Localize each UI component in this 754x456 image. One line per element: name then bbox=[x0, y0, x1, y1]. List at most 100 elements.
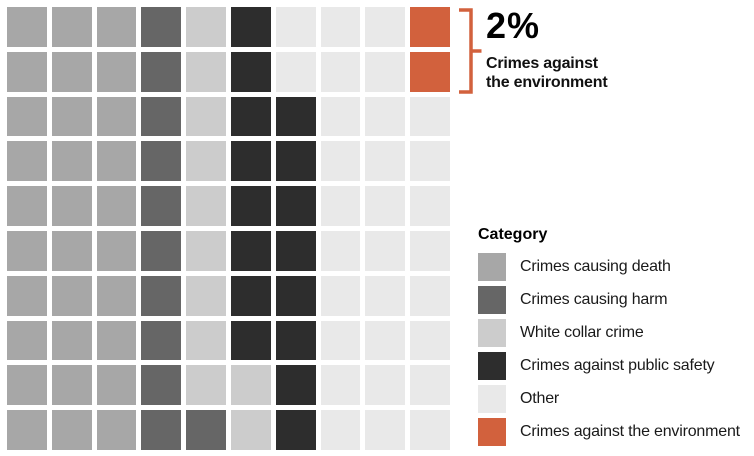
waffle-cell bbox=[51, 96, 92, 137]
waffle-cell bbox=[7, 51, 47, 92]
waffle-cell bbox=[51, 141, 92, 182]
waffle-cell bbox=[320, 320, 361, 361]
waffle-cell bbox=[7, 230, 47, 271]
waffle-cell bbox=[186, 410, 226, 450]
waffle-cell bbox=[186, 230, 226, 271]
waffle-cell bbox=[141, 320, 182, 361]
waffle-cell bbox=[186, 141, 226, 182]
legend-label: Crimes against public safety bbox=[520, 357, 715, 374]
legend-item: Other bbox=[478, 385, 740, 413]
legend-label: Crimes against the environment bbox=[520, 423, 740, 440]
waffle-cell bbox=[7, 7, 47, 47]
waffle-cell bbox=[410, 96, 450, 137]
waffle-cell bbox=[230, 7, 271, 47]
waffle-cell bbox=[96, 141, 137, 182]
annotation-bracket-path bbox=[459, 8, 473, 94]
waffle-grid bbox=[7, 7, 450, 450]
waffle-cell bbox=[320, 51, 361, 92]
legend-swatch bbox=[478, 286, 506, 314]
legend-swatch bbox=[478, 385, 506, 413]
waffle-cell bbox=[7, 141, 47, 182]
legend-title: Category bbox=[478, 226, 548, 243]
waffle-cell bbox=[96, 51, 137, 92]
waffle-cell bbox=[141, 410, 182, 450]
waffle-cell bbox=[275, 275, 316, 316]
legend-label: White collar crime bbox=[520, 324, 644, 341]
waffle-cell bbox=[320, 410, 361, 450]
waffle-cell bbox=[365, 141, 406, 182]
waffle-cell bbox=[96, 365, 137, 406]
waffle-cell bbox=[51, 365, 92, 406]
waffle-cell bbox=[275, 320, 316, 361]
legend-swatch bbox=[478, 253, 506, 281]
waffle-cell bbox=[365, 7, 406, 47]
legend-item: Crimes against the environment bbox=[478, 418, 740, 446]
waffle-cell bbox=[320, 275, 361, 316]
waffle-cell bbox=[51, 410, 92, 450]
waffle-cell bbox=[365, 320, 406, 361]
waffle-cell bbox=[96, 186, 137, 226]
waffle-cell bbox=[410, 365, 450, 406]
waffle-cell bbox=[186, 320, 226, 361]
waffle-cell bbox=[186, 7, 226, 47]
waffle-cell bbox=[275, 141, 316, 182]
waffle-cell bbox=[186, 275, 226, 316]
waffle-cell bbox=[365, 365, 406, 406]
legend-item: White collar crime bbox=[478, 319, 740, 347]
waffle-cell bbox=[96, 275, 137, 316]
waffle-cell bbox=[141, 141, 182, 182]
waffle-cell bbox=[230, 96, 271, 137]
waffle-cell bbox=[7, 96, 47, 137]
waffle-cell bbox=[7, 320, 47, 361]
waffle-cell bbox=[7, 365, 47, 406]
legend-swatch bbox=[478, 418, 506, 446]
waffle-cell bbox=[410, 141, 450, 182]
waffle-cell bbox=[96, 96, 137, 137]
waffle-cell bbox=[365, 410, 406, 450]
waffle-cell bbox=[365, 230, 406, 271]
waffle-cell bbox=[96, 410, 137, 450]
waffle-cell bbox=[51, 7, 92, 47]
waffle-cell bbox=[230, 365, 271, 406]
waffle-cell bbox=[141, 51, 182, 92]
waffle-cell bbox=[230, 410, 271, 450]
waffle-cell bbox=[410, 7, 450, 47]
annotation-callout: 2% Crimes against the environment bbox=[486, 5, 608, 92]
waffle-cell bbox=[96, 7, 137, 47]
waffle-cell bbox=[410, 410, 450, 450]
waffle-cell bbox=[141, 186, 182, 226]
legend-swatch bbox=[478, 319, 506, 347]
legend-item: Crimes causing death bbox=[478, 253, 740, 281]
waffle-cell bbox=[275, 230, 316, 271]
legend-swatch bbox=[478, 352, 506, 380]
waffle-cell bbox=[320, 141, 361, 182]
waffle-cell bbox=[365, 275, 406, 316]
waffle-cell bbox=[365, 96, 406, 137]
waffle-cell bbox=[410, 230, 450, 271]
waffle-cell bbox=[141, 275, 182, 316]
waffle-cell bbox=[230, 230, 271, 271]
legend: Category Crimes causing death Crimes caus… bbox=[478, 226, 740, 446]
annotation-value: 2% bbox=[486, 5, 541, 46]
waffle-cell bbox=[186, 365, 226, 406]
legend-label: Crimes causing death bbox=[520, 258, 671, 275]
waffle-cell bbox=[320, 7, 361, 47]
waffle-cell bbox=[51, 51, 92, 92]
waffle-cell bbox=[275, 365, 316, 406]
waffle-cell bbox=[320, 96, 361, 137]
waffle-cell bbox=[275, 96, 316, 137]
legend-items: Crimes causing death Crimes causing harm W… bbox=[478, 253, 740, 446]
waffle-cell bbox=[7, 186, 47, 226]
waffle-cell bbox=[51, 275, 92, 316]
waffle-cell bbox=[186, 51, 226, 92]
annotation-label-line1: Crimes against bbox=[486, 55, 598, 72]
waffle-cell bbox=[96, 320, 137, 361]
waffle-cell bbox=[141, 96, 182, 137]
legend-item: Crimes against public safety bbox=[478, 352, 740, 380]
waffle-cell bbox=[51, 230, 92, 271]
waffle-cell bbox=[230, 51, 271, 92]
waffle-cell bbox=[7, 275, 47, 316]
waffle-cell bbox=[275, 186, 316, 226]
waffle-cell bbox=[141, 365, 182, 406]
